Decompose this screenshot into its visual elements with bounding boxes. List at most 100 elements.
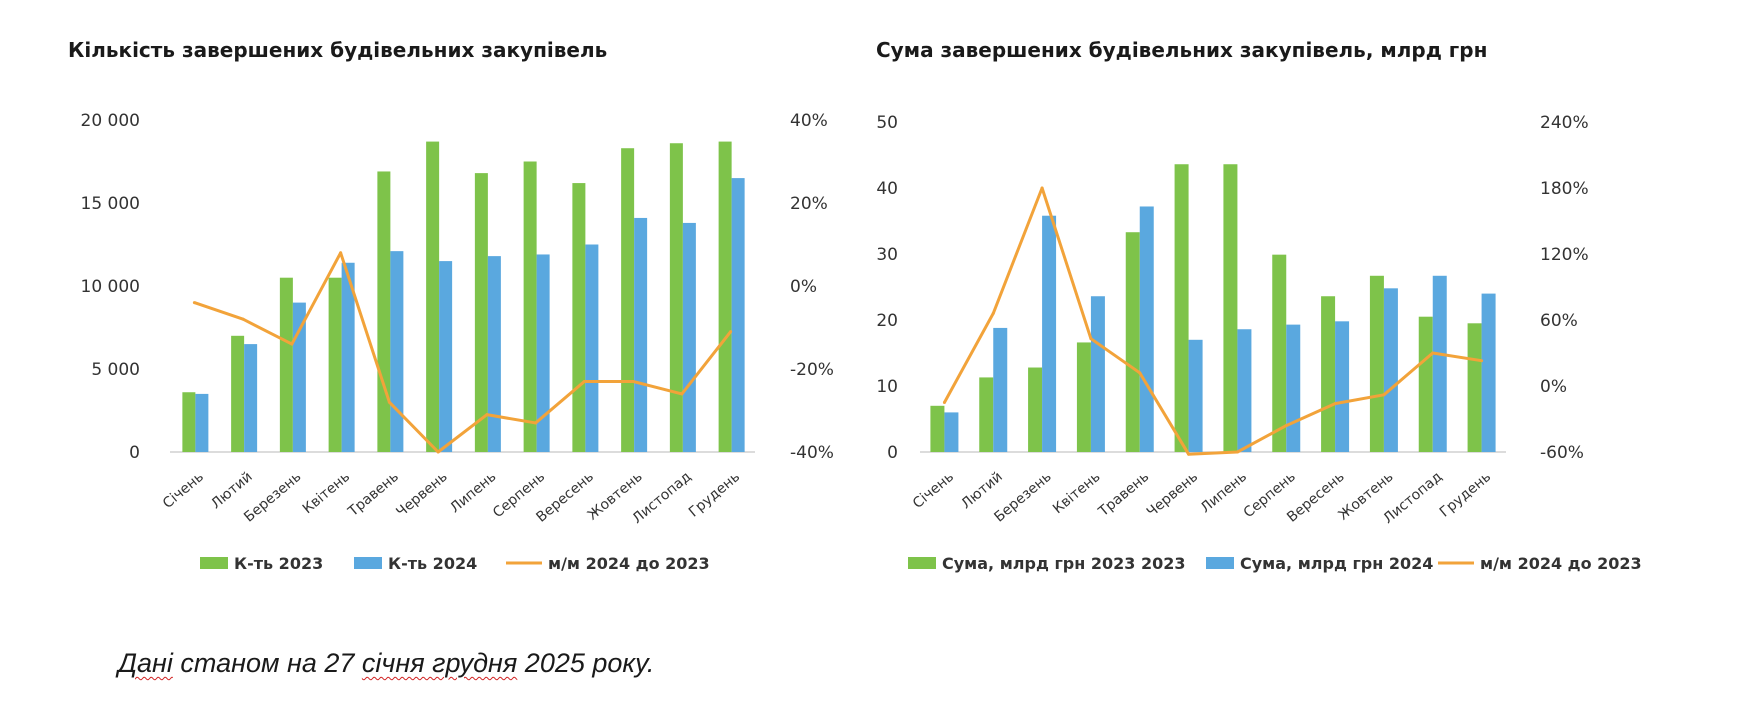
bar-2024	[341, 262, 355, 452]
bar-2024	[536, 254, 550, 452]
legend-swatch	[354, 557, 382, 569]
bar-2024	[1188, 339, 1203, 452]
bar-2024	[292, 302, 306, 452]
bar-2023	[1321, 296, 1336, 452]
yoy-point	[1284, 424, 1288, 428]
bar-2024	[1286, 324, 1301, 452]
sum-chart: 0 10 20 30 40 50 -60% 0% 60% 120% 180% 240% Січень Лю…	[876, 113, 1642, 573]
x-tick-label: Червень	[1144, 469, 1201, 521]
bar-2024	[195, 393, 209, 452]
footnote: Дані станом на 27 січня грудня 2025 року…	[118, 648, 654, 679]
x-tick-label: Червень	[393, 469, 450, 521]
bar-2023	[1418, 316, 1433, 452]
yoy-line	[943, 186, 1482, 456]
bar-2023	[523, 161, 537, 452]
yoy-point	[582, 379, 586, 383]
legend-swatch	[1206, 557, 1234, 569]
x-tick-label: Січень	[160, 469, 207, 512]
footnote-part1: Дані	[118, 648, 173, 678]
y-left-tick-label: 20 000	[81, 111, 140, 131]
bar-2024	[585, 244, 599, 452]
bar-2024	[993, 327, 1008, 452]
bar-2024	[487, 256, 501, 452]
bar-2023	[1174, 164, 1189, 453]
bar-2024	[731, 178, 745, 452]
bar-2023	[930, 405, 945, 452]
bar-2024	[244, 344, 258, 452]
bar-2023	[621, 148, 635, 452]
x-tick-label: Січень	[910, 469, 957, 512]
bar-2024	[634, 217, 648, 452]
bar-2024	[1090, 296, 1105, 452]
yoy-line	[193, 251, 732, 454]
bar-2023	[669, 143, 683, 453]
y-left-tick-label: 10	[876, 377, 898, 397]
y-right-tick-label: -40%	[790, 443, 834, 463]
yoy-point	[485, 413, 489, 417]
yoy-point	[290, 342, 294, 346]
bar-2023	[1369, 275, 1384, 452]
yoy-point	[1235, 450, 1239, 454]
y-right-tick-label: 20%	[790, 194, 828, 214]
yoy-point	[339, 251, 343, 255]
y-left-tick-label: 15 000	[81, 194, 140, 214]
yoy-point	[1431, 351, 1435, 355]
legend-label: К-ть 2024	[388, 554, 477, 573]
bar-2024	[1237, 329, 1252, 452]
footnote-part4: 2025 року.	[517, 648, 655, 678]
y-left-tick-label: 50	[876, 113, 898, 133]
yoy-point	[192, 301, 196, 305]
yoy-point	[942, 401, 946, 404]
bar-2024	[1139, 206, 1154, 452]
bar-2023	[1076, 342, 1091, 452]
bar-2023	[474, 173, 488, 452]
legend-label: м/м 2024 до 2023	[1480, 554, 1642, 573]
yoy-point	[991, 311, 995, 315]
y-right-tick-label: 180%	[1540, 179, 1589, 199]
x-tick-label: Грудень	[686, 469, 743, 521]
legend-swatch	[908, 557, 936, 569]
bar-2024	[1042, 215, 1057, 452]
bar-2024	[390, 251, 404, 452]
yoy-point	[387, 400, 391, 404]
yoy-point	[241, 317, 245, 321]
y-right-tick-label: 120%	[1540, 245, 1589, 265]
bar-2023	[1028, 367, 1043, 452]
yoy-point	[729, 330, 733, 334]
y-right-tick-label: 60%	[1540, 311, 1578, 331]
bar-2024	[1432, 275, 1447, 452]
bar-2023	[1223, 164, 1238, 453]
legend-label: К-ть 2023	[234, 554, 323, 573]
y-right-tick-label: 40%	[790, 111, 828, 131]
yoy-point	[1382, 393, 1386, 397]
yoy-point	[436, 450, 440, 454]
bar-2023	[182, 392, 196, 452]
bar-2023	[231, 335, 245, 452]
legend-label: Сума, млрд грн 2024	[1240, 554, 1433, 573]
legend-label: Сума, млрд грн 2023 2023	[942, 554, 1186, 573]
bar-2023	[279, 277, 293, 452]
bar-2023	[1272, 254, 1287, 452]
count-chart: 0 5 000 10 000 15 000 20 000 -40% -20% 0% 20% 40%…	[81, 111, 834, 573]
y-left-tick-label: 0	[129, 443, 140, 463]
x-tick-label: Травень	[1095, 469, 1152, 521]
x-tick-label: Грудень	[1437, 469, 1494, 521]
chart-title-count: Кількість завершених будівельних закупів…	[68, 38, 608, 62]
yoy-point	[1089, 337, 1093, 341]
yoy-point	[1040, 186, 1044, 190]
yoy-point	[1333, 402, 1337, 406]
y-right-tick-label: -20%	[790, 360, 834, 380]
bar-2024	[1335, 321, 1350, 452]
legend-label: м/м 2024 до 2023	[548, 554, 710, 573]
bar-2023	[572, 183, 586, 452]
y-left-tick-label: 5 000	[91, 360, 140, 380]
x-tick-label: Квітень	[300, 469, 353, 517]
bar-2024	[682, 222, 696, 452]
footnote-part3: січня грудня	[361, 648, 518, 678]
yoy-point	[1480, 359, 1484, 363]
yoy-point	[1138, 371, 1142, 375]
y-right-tick-label: 0%	[1540, 377, 1567, 397]
y-right-tick-label: -60%	[1540, 443, 1584, 463]
y-right-tick-label: 0%	[790, 277, 817, 297]
yoy-point	[1187, 452, 1191, 456]
